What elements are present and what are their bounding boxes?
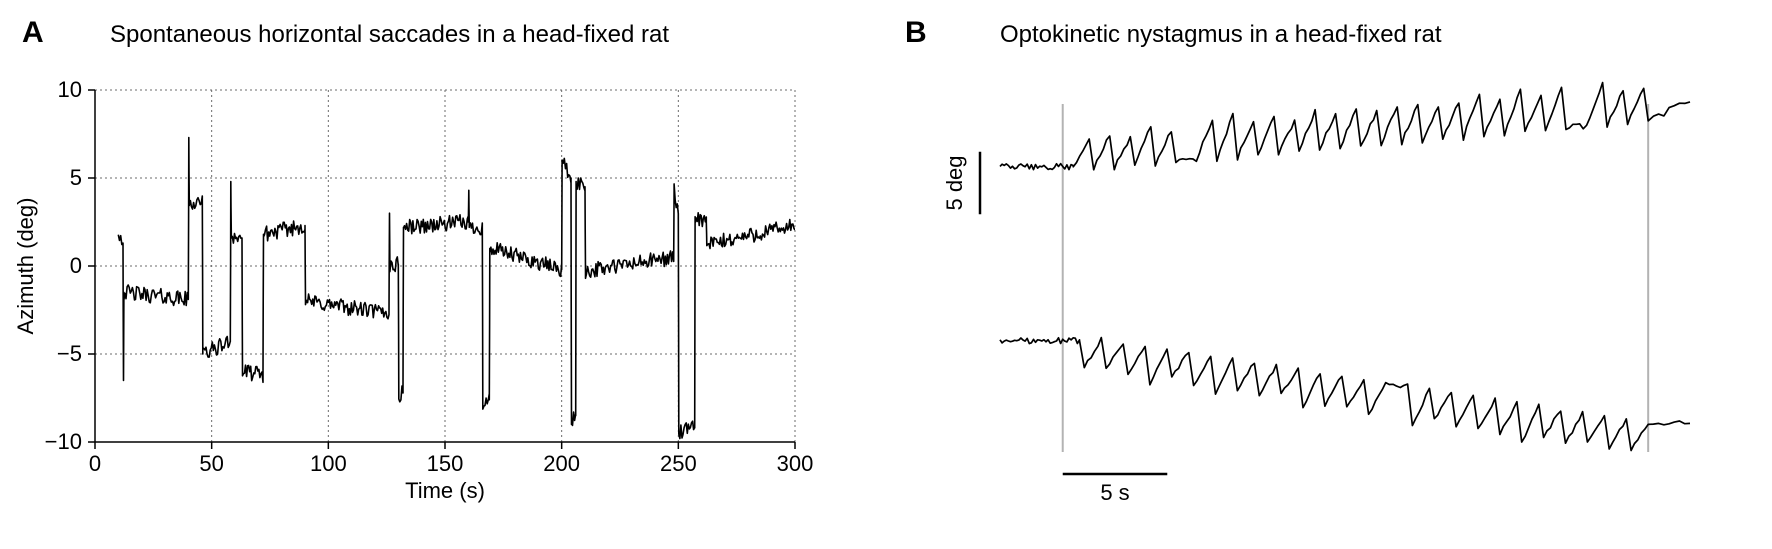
svg-text:A: A — [22, 16, 44, 49]
svg-text:150: 150 — [427, 451, 464, 476]
svg-text:100: 100 — [310, 451, 347, 476]
svg-text:Azimuth (deg): Azimuth (deg) — [13, 198, 38, 335]
svg-text:5: 5 — [70, 165, 82, 190]
svg-text:0: 0 — [89, 451, 101, 476]
svg-text:−5: −5 — [57, 341, 82, 366]
svg-text:Time (s): Time (s) — [405, 478, 485, 503]
svg-text:10: 10 — [58, 77, 82, 102]
svg-text:−10: −10 — [45, 429, 82, 454]
svg-text:Optokinetic nystagmus in a hea: Optokinetic nystagmus in a head-fixed ra… — [1000, 21, 1442, 48]
svg-text:5 s: 5 s — [1100, 480, 1129, 505]
svg-text:5 deg: 5 deg — [942, 155, 967, 210]
svg-text:300: 300 — [777, 451, 814, 476]
svg-text:250: 250 — [660, 451, 697, 476]
svg-text:0: 0 — [70, 253, 82, 278]
svg-text:200: 200 — [543, 451, 580, 476]
svg-text:B: B — [905, 16, 927, 49]
svg-text:50: 50 — [199, 451, 223, 476]
svg-text:Spontaneous horizontal saccade: Spontaneous horizontal saccades in a hea… — [110, 21, 669, 48]
